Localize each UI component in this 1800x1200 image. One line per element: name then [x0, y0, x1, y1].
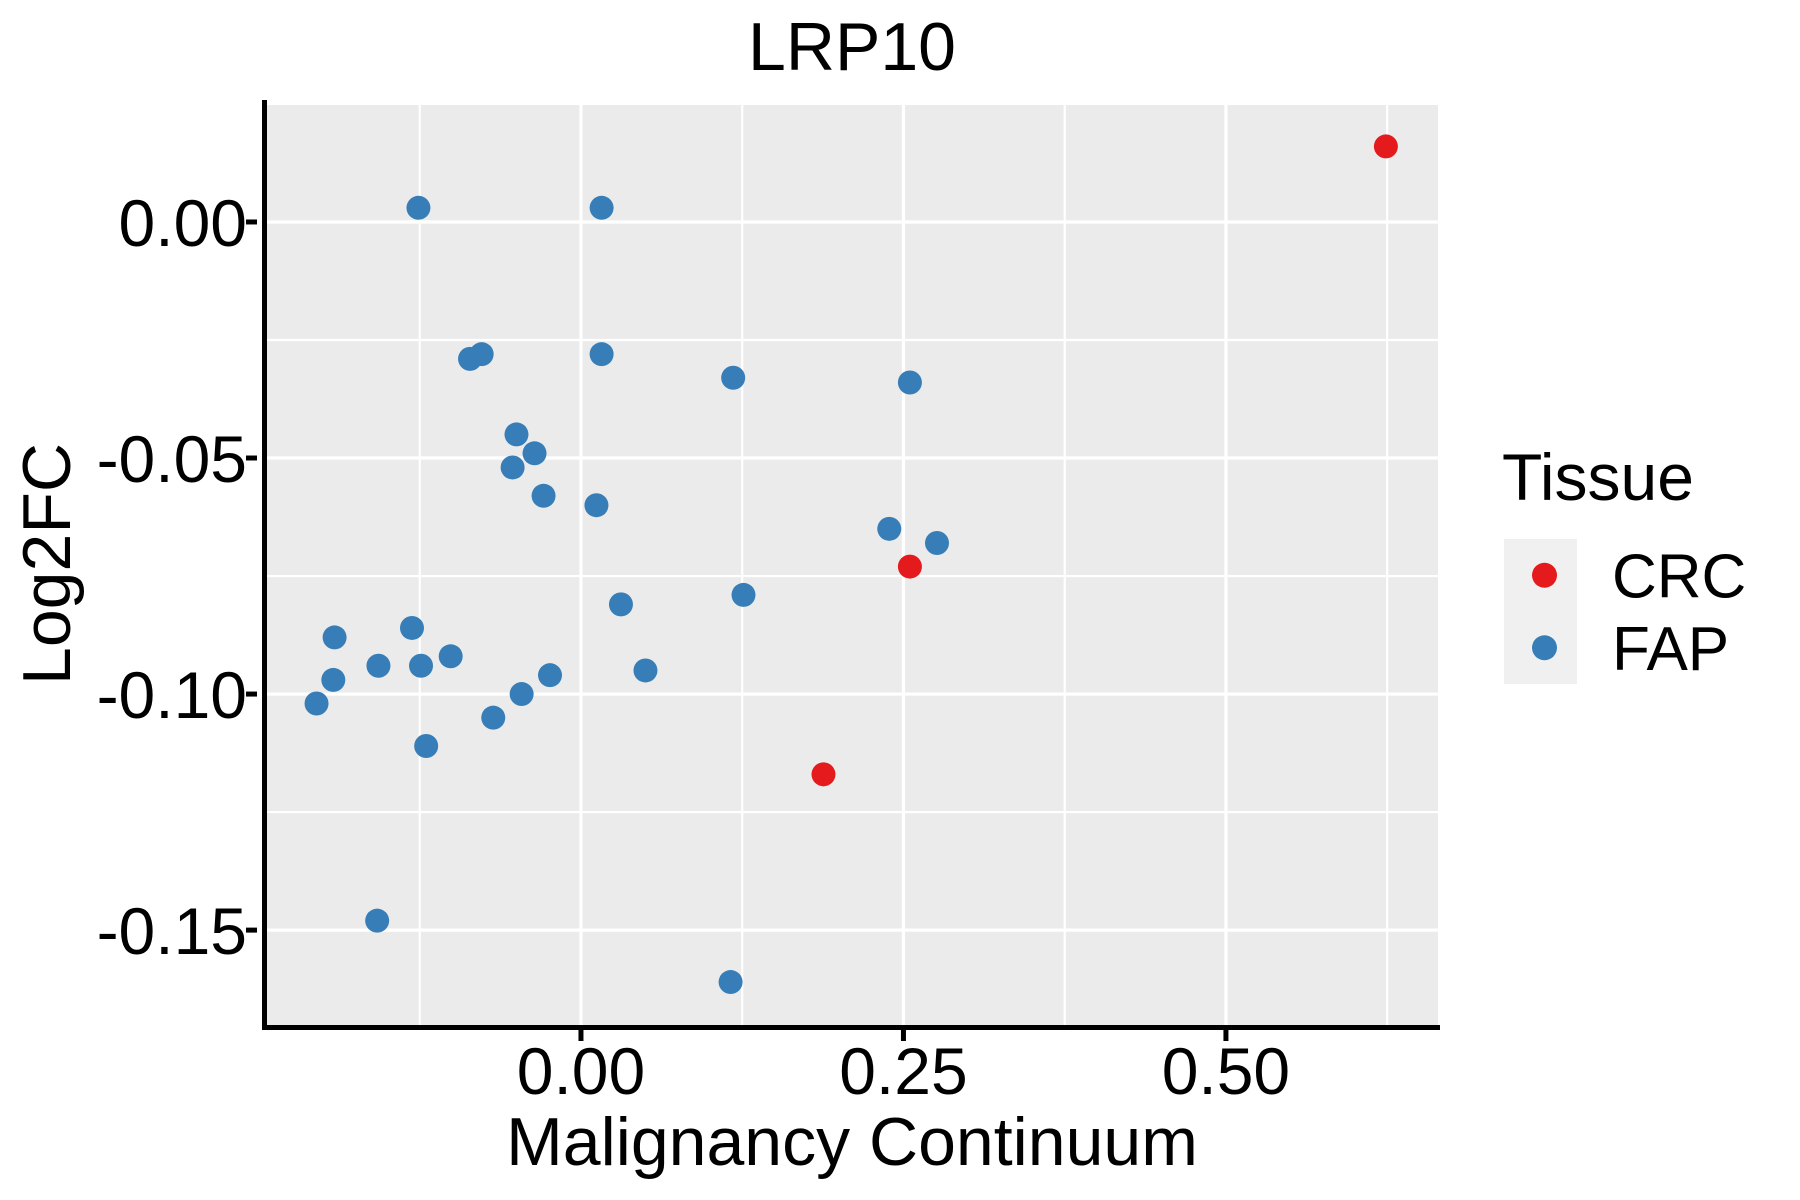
data-point-fap	[877, 516, 902, 541]
data-point-fap	[721, 365, 746, 390]
data-point-crc	[1373, 134, 1398, 159]
data-point-fap	[718, 970, 743, 995]
data-point-fap	[584, 493, 609, 518]
plot-title: LRP10	[748, 9, 956, 85]
data-point-fap	[414, 733, 439, 758]
data-point-fap	[531, 483, 556, 508]
x-axis-ticks: 0.00 0.25 0.50	[517, 1030, 1290, 1108]
y-tick-label: -0.15	[97, 894, 247, 968]
data-point-fap	[504, 422, 529, 447]
data-point-fap	[897, 370, 922, 395]
legend-title: Tissue	[1502, 440, 1694, 514]
data-point-crc	[811, 762, 836, 787]
data-point-fap	[608, 592, 633, 617]
y-tick-label: -0.10	[97, 658, 247, 732]
legend-label: FAP	[1612, 615, 1729, 684]
data-point-fap	[589, 195, 614, 220]
data-point-fap	[509, 682, 534, 707]
legend-point-fap	[1532, 635, 1557, 661]
data-point-fap	[322, 625, 347, 650]
y-tick-label: 0.00	[119, 186, 247, 260]
y-axis-ticks: 0.00 -0.05 -0.10 -0.15	[97, 186, 257, 968]
x-axis-title: Malignancy Continuum	[506, 1104, 1198, 1180]
data-point-fap	[438, 644, 463, 669]
data-point-fap	[500, 455, 525, 480]
y-tick-label: -0.05	[97, 422, 247, 496]
legend-label: CRC	[1612, 542, 1746, 611]
legend-point-crc	[1532, 562, 1557, 588]
plot-panel	[267, 103, 1438, 1025]
data-point-fap	[469, 342, 494, 367]
gridlines-major	[267, 103, 1438, 1025]
data-point-fap	[589, 342, 614, 367]
data-point-fap	[399, 615, 424, 640]
data-point-fap	[406, 195, 431, 220]
x-axis-line	[262, 1025, 1440, 1030]
data-point-fap	[304, 691, 329, 716]
data-point-fap	[633, 658, 658, 683]
x-tick-label: 0.50	[1162, 1034, 1290, 1108]
data-point-fap	[924, 530, 949, 555]
data-point-fap	[522, 441, 547, 466]
data-point-fap	[538, 663, 563, 688]
data-point-fap	[365, 908, 390, 933]
points-layer	[304, 134, 1398, 995]
y-axis-title: Log2FC	[9, 443, 85, 685]
data-point-fap	[366, 653, 391, 678]
gridlines-minor	[267, 102, 1438, 1025]
x-tick-label: 0.25	[839, 1034, 967, 1108]
data-point-fap	[731, 582, 756, 607]
y-axis-line	[262, 100, 267, 1030]
data-point-fap	[481, 705, 506, 730]
data-point-crc	[897, 554, 922, 579]
data-point-fap	[409, 653, 434, 678]
x-tick-label: 0.00	[517, 1034, 645, 1108]
data-point-fap	[321, 667, 346, 692]
